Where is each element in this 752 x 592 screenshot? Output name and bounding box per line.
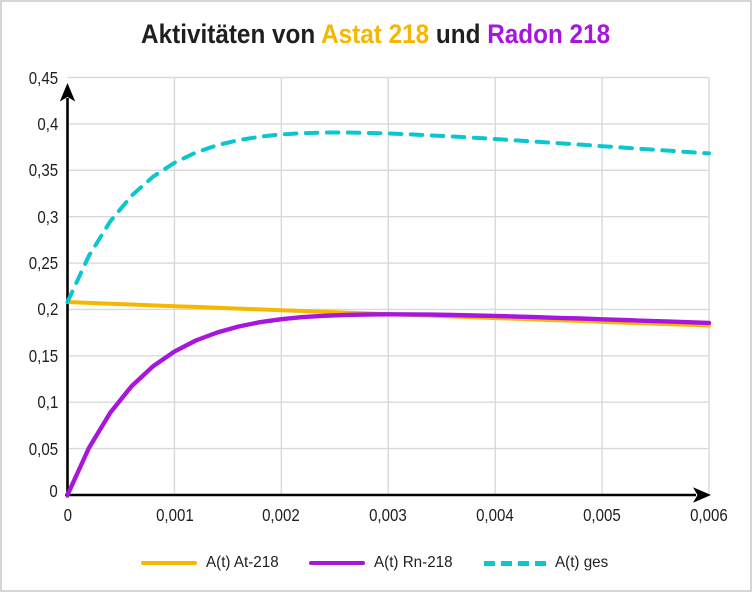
- y-tick-label: 0,4: [37, 113, 58, 134]
- x-tick-label: 0: [63, 505, 72, 525]
- chart-title: Aktivitäten von Astat 218 und Radon 218: [2, 16, 750, 52]
- y-tick-label: 0,2: [37, 299, 58, 320]
- x-tick-label: 0,001: [155, 505, 194, 525]
- y-tick-label: 0,15: [28, 345, 58, 366]
- legend-label-ges: A(t) ges: [555, 554, 609, 571]
- y-tick-label: 0,45: [28, 67, 58, 88]
- y-tick-label: 0,1: [37, 392, 58, 413]
- legend-label-at218: A(t) At-218: [205, 554, 279, 571]
- x-tick-label: 0,004: [476, 505, 514, 525]
- x-axis-arrow-icon: [693, 487, 711, 503]
- title-text-radon: Radon 218: [487, 19, 611, 49]
- series-line-ges: [65, 130, 711, 304]
- y-tick-label: 0: [49, 481, 58, 501]
- legend: A(t) At-218 A(t) Rn-218 A(t) ges: [2, 550, 750, 576]
- title-text-plain-2: und: [429, 19, 488, 49]
- x-tick-label: 0,002: [262, 505, 301, 525]
- x-tick-label: 0,005: [583, 505, 621, 525]
- legend-line-sample-rn218-icon: [309, 560, 366, 566]
- x-tick-label: 0,006: [690, 505, 728, 525]
- legend-line-sample-ges-icon: [484, 560, 547, 566]
- y-tick-label: 0,25: [28, 253, 58, 274]
- series-line-rn218: [65, 312, 712, 498]
- legend-item-ges: A(t) ges: [484, 554, 611, 572]
- x-tick-label: 0,003: [369, 505, 408, 525]
- legend-item-at218: A(t) At-218: [140, 554, 282, 572]
- chart-title-text: Aktivitäten von Astat 218 und Radon 218: [141, 16, 610, 52]
- legend-item-rn218: A(t) Rn-218: [309, 554, 457, 572]
- y-axis-arrow-icon: [59, 83, 76, 102]
- y-tick-label: 0,3: [37, 206, 58, 227]
- title-text-plain-1: Aktivitäten von: [141, 19, 322, 49]
- legend-label-rn218: A(t) Rn-218: [374, 554, 453, 571]
- y-tick-label: 0,35: [28, 160, 58, 181]
- title-text-astat: Astat 218: [321, 19, 430, 49]
- y-tick-label: 0,05: [28, 438, 58, 459]
- legend-line-sample-at218-icon: [140, 560, 197, 566]
